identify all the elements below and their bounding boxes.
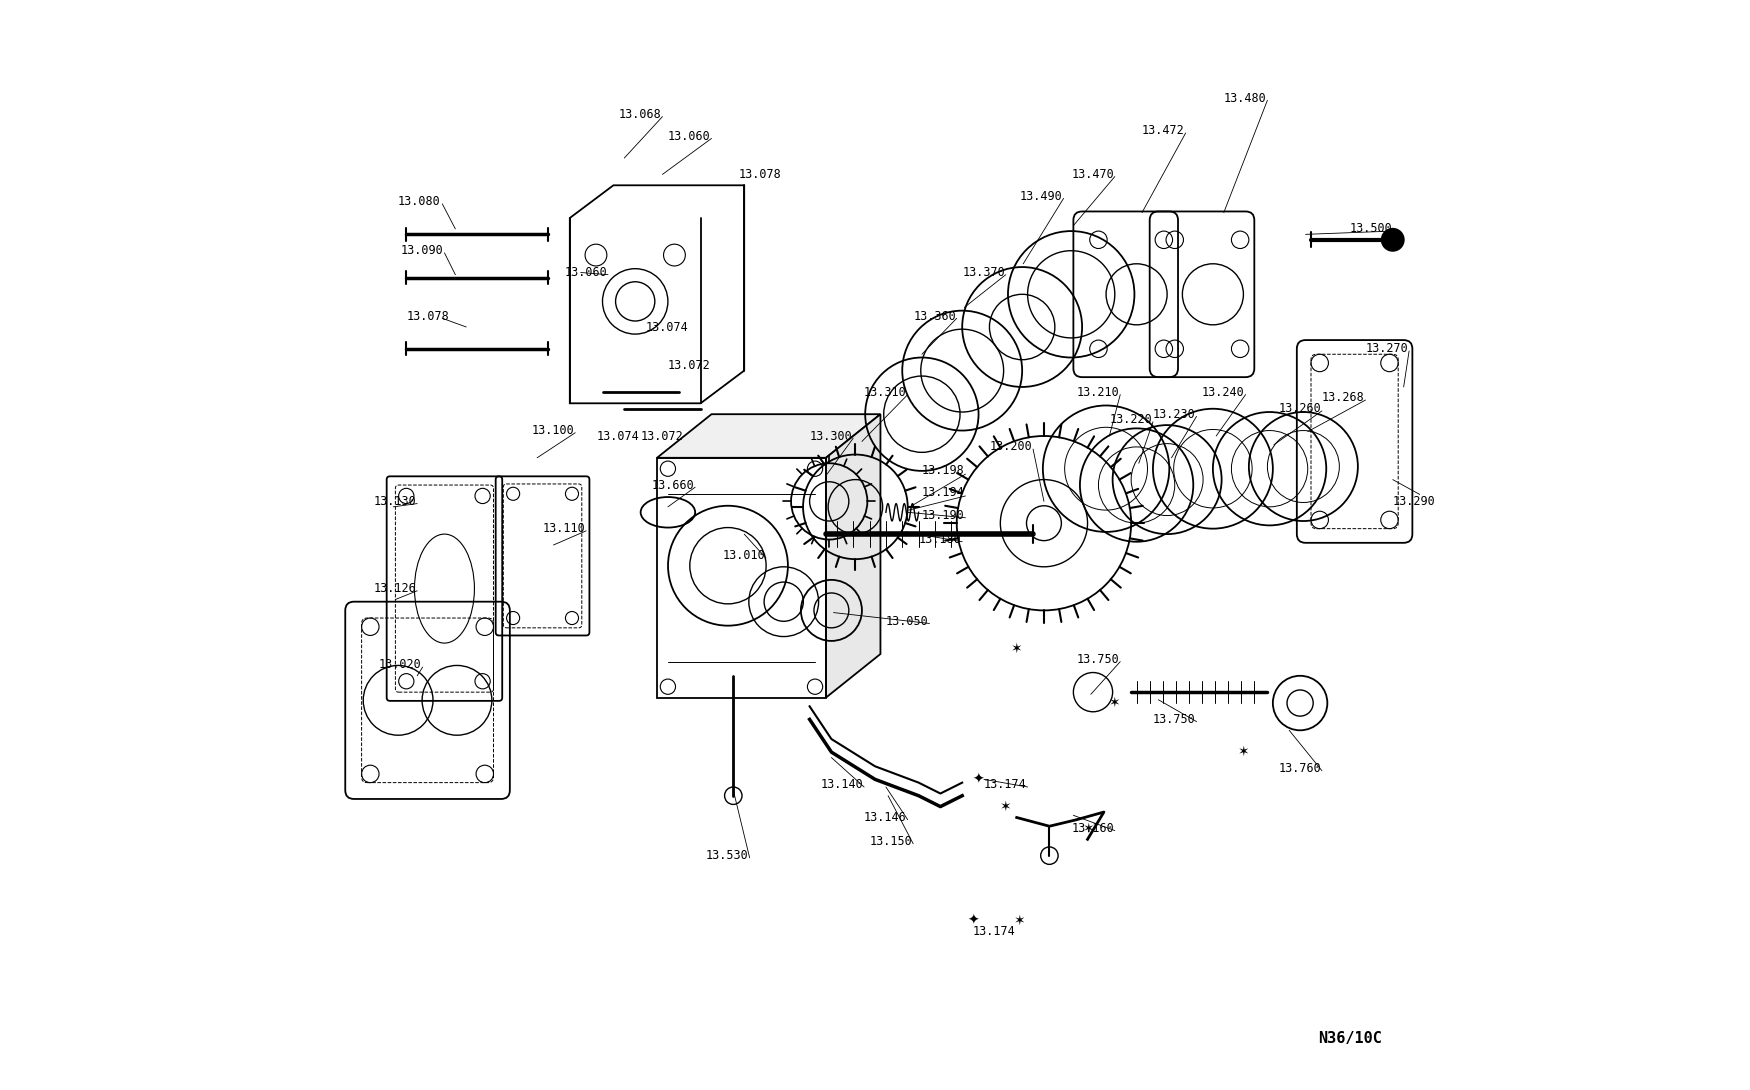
Text: 13.240: 13.240 (1202, 386, 1244, 399)
Text: 13.210: 13.210 (1076, 386, 1120, 399)
Text: 13.490: 13.490 (1020, 190, 1062, 203)
Text: 13.260: 13.260 (1278, 402, 1321, 415)
Text: 13.290: 13.290 (1393, 495, 1435, 508)
Text: 13.310: 13.310 (864, 386, 906, 399)
Text: N36/10C: N36/10C (1318, 1031, 1382, 1046)
Text: ✶: ✶ (1011, 642, 1022, 655)
Text: ✶: ✶ (1015, 915, 1026, 928)
Circle shape (1382, 229, 1404, 251)
Text: 13.174: 13.174 (973, 925, 1015, 938)
Text: 13.300: 13.300 (810, 429, 852, 443)
Text: 13.190: 13.190 (922, 509, 964, 522)
Text: ✶: ✶ (1110, 697, 1120, 710)
Text: 13.010: 13.010 (723, 549, 765, 562)
Polygon shape (826, 414, 880, 698)
Text: 13.074: 13.074 (597, 429, 640, 443)
Text: 13.470: 13.470 (1071, 168, 1115, 181)
Text: 13.194: 13.194 (922, 486, 964, 499)
Text: 13.126: 13.126 (373, 582, 416, 595)
Text: 13.050: 13.050 (886, 615, 929, 628)
Text: 13.078: 13.078 (406, 310, 450, 323)
Text: 13.180: 13.180 (919, 533, 961, 546)
Text: 13.068: 13.068 (620, 108, 662, 121)
Text: ✦: ✦ (968, 915, 978, 928)
Text: 13.270: 13.270 (1365, 342, 1409, 355)
Text: 13.072: 13.072 (640, 429, 684, 443)
Text: 13.020: 13.020 (380, 658, 422, 671)
Text: 13.080: 13.080 (397, 195, 441, 208)
Text: 13.472: 13.472 (1143, 124, 1185, 137)
Text: ✶: ✶ (1237, 746, 1250, 759)
Text: 13.100: 13.100 (532, 424, 574, 437)
Text: 13.078: 13.078 (738, 168, 782, 181)
Text: 13.060: 13.060 (668, 130, 710, 143)
Text: 13.140: 13.140 (821, 778, 863, 791)
Text: 13.750: 13.750 (1153, 713, 1195, 726)
Text: 13.174: 13.174 (984, 778, 1027, 791)
Polygon shape (656, 414, 880, 458)
Text: 13.198: 13.198 (922, 464, 964, 477)
Text: 13.150: 13.150 (870, 835, 912, 848)
Text: 13.160: 13.160 (1071, 822, 1115, 835)
Text: 13.110: 13.110 (542, 522, 584, 535)
Text: 13.530: 13.530 (705, 849, 749, 862)
Text: 13.750: 13.750 (1076, 653, 1120, 666)
Text: 13.060: 13.060 (564, 266, 607, 279)
Text: 13.074: 13.074 (646, 320, 690, 334)
Text: 13.130: 13.130 (373, 495, 416, 508)
Text: ✦: ✦ (973, 773, 984, 786)
Text: 13.360: 13.360 (914, 310, 956, 323)
Text: 13.480: 13.480 (1223, 92, 1267, 105)
Text: 13.220: 13.220 (1110, 413, 1152, 426)
Text: ✶: ✶ (999, 800, 1011, 813)
Text: ✶: ✶ (1083, 822, 1094, 835)
Text: 13.090: 13.090 (401, 244, 443, 257)
Text: 13.146: 13.146 (864, 811, 906, 824)
Text: 13.072: 13.072 (668, 359, 710, 372)
Text: 13.500: 13.500 (1349, 222, 1391, 235)
Text: 13.660: 13.660 (651, 479, 695, 492)
Text: 13.230: 13.230 (1153, 408, 1195, 421)
Text: 13.370: 13.370 (963, 266, 1004, 279)
Text: 13.268: 13.268 (1321, 391, 1365, 404)
Text: 13.760: 13.760 (1278, 762, 1321, 775)
Text: 13.200: 13.200 (989, 440, 1032, 453)
